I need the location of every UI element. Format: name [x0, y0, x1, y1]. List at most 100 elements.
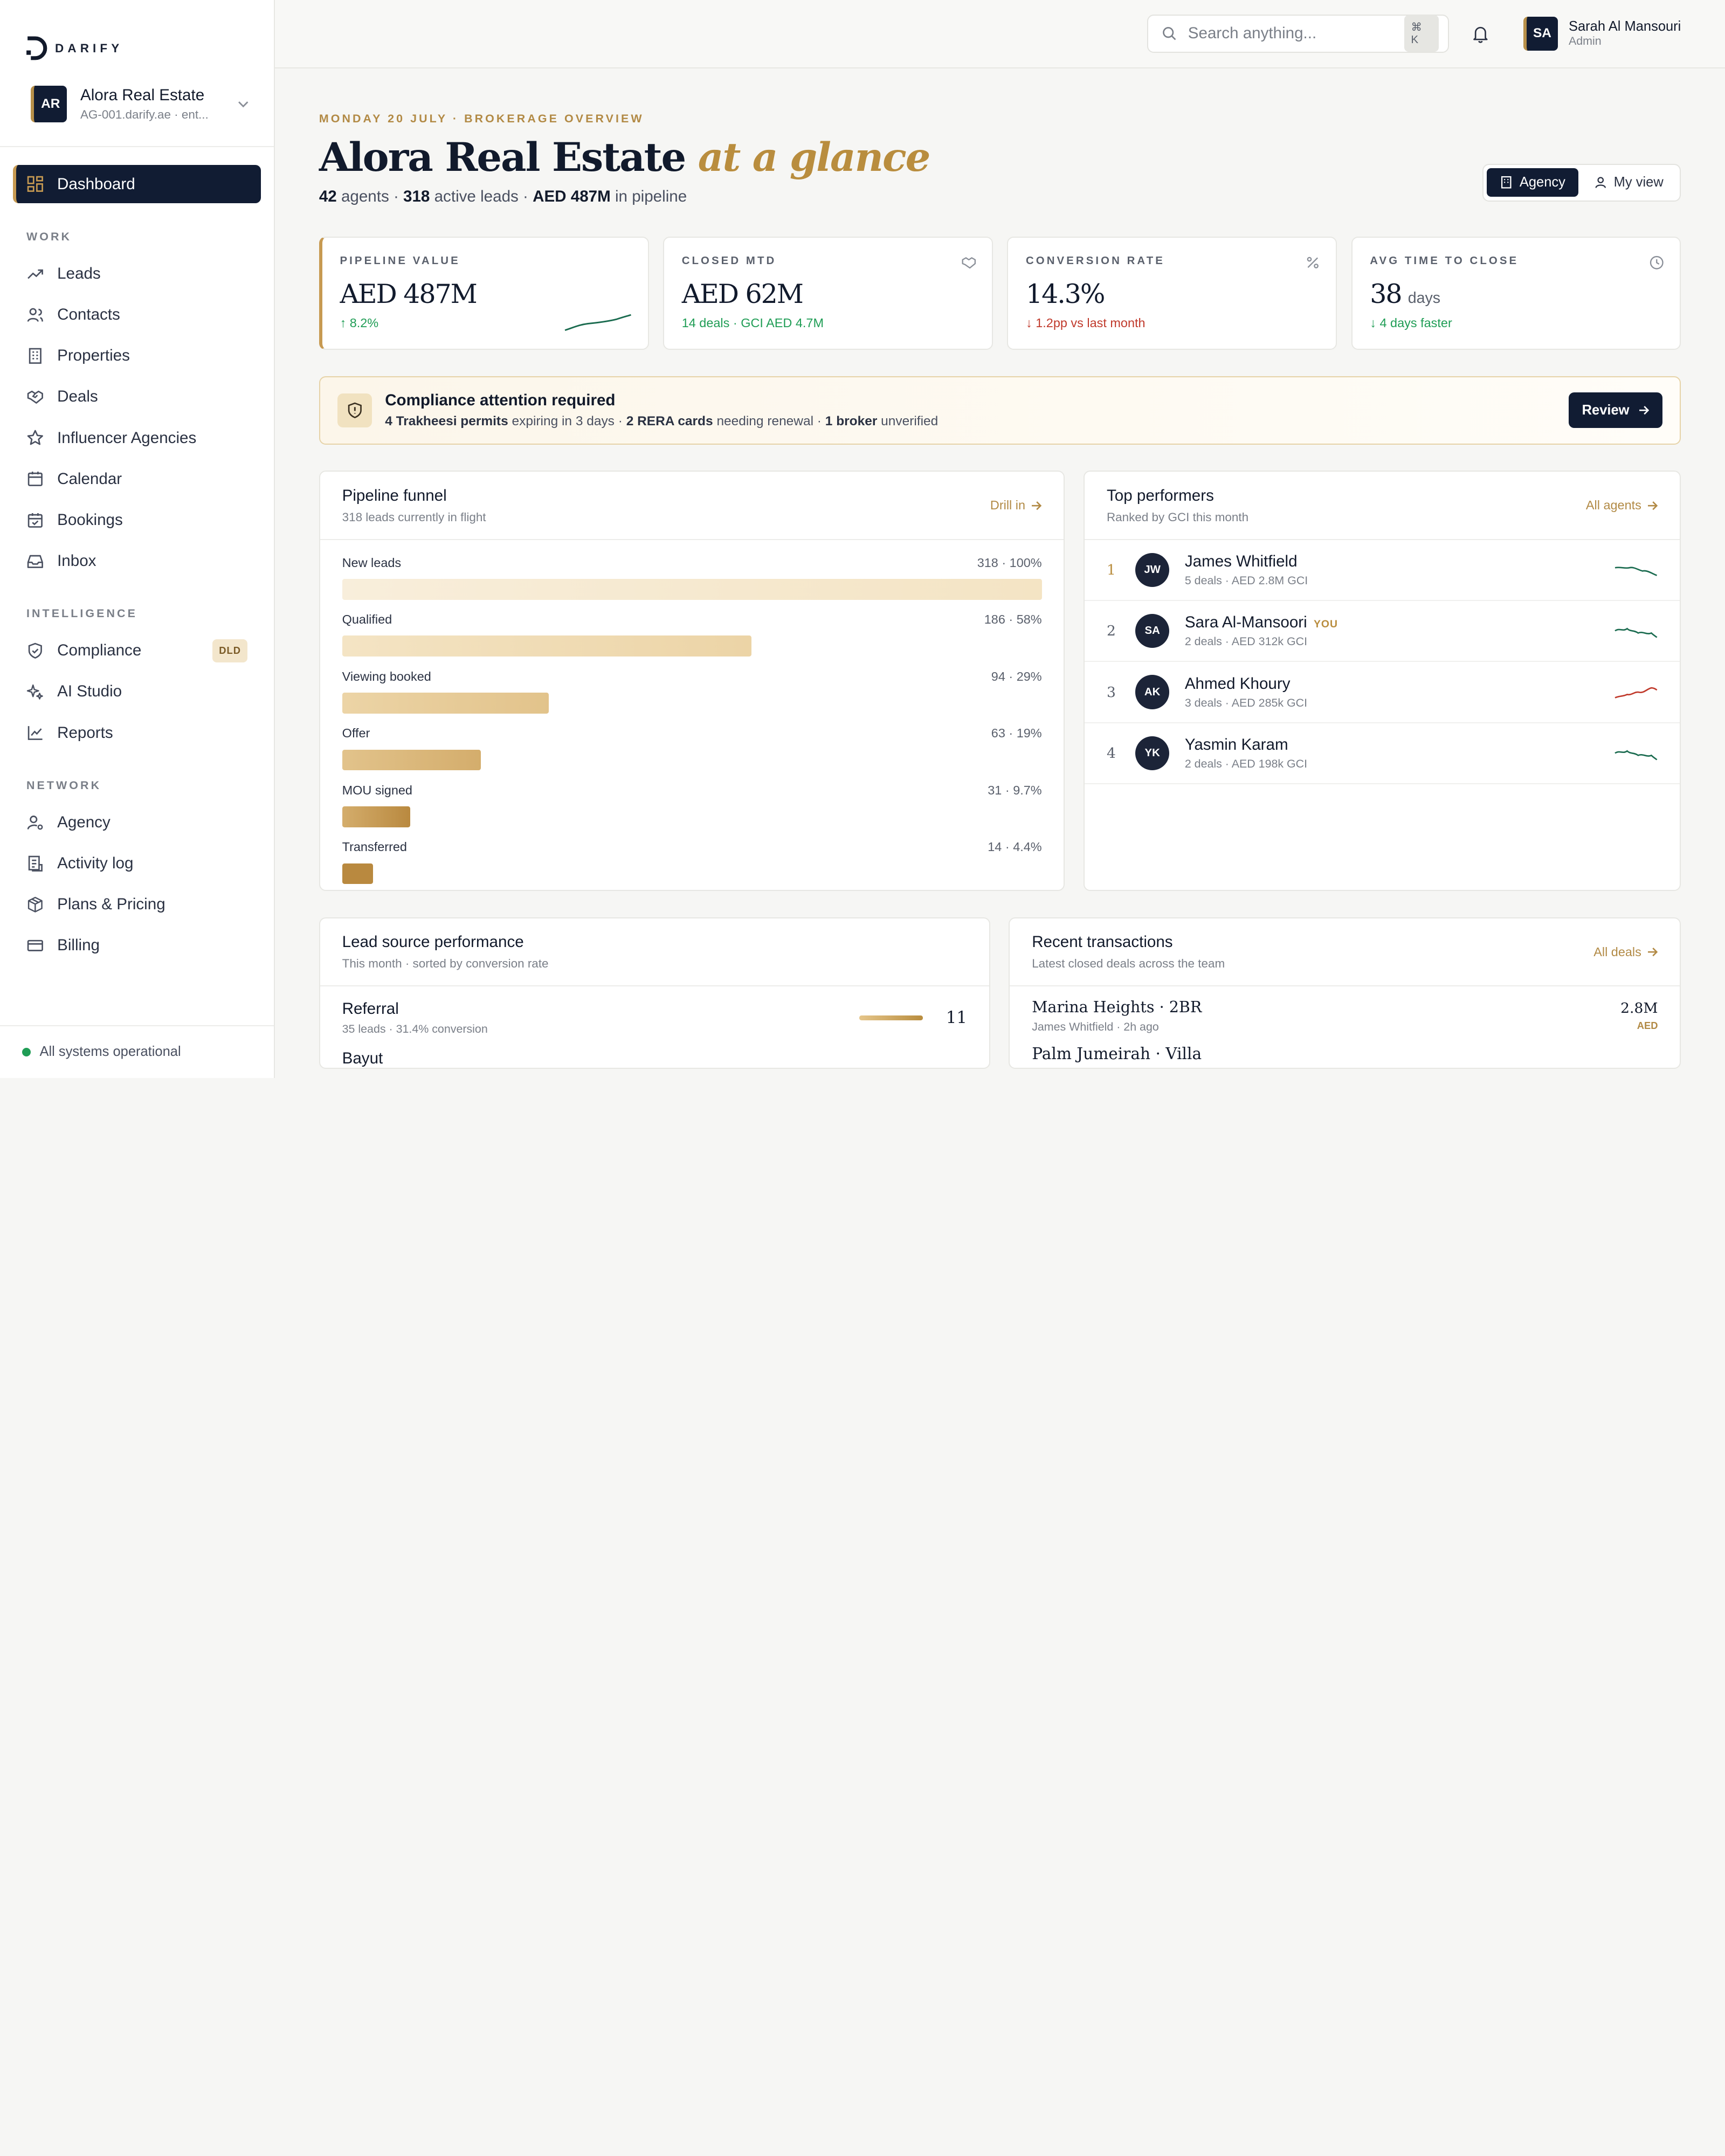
org-avatar: AR	[31, 86, 67, 122]
performer-row[interactable]: 4 YK Yasmin Karam 2 deals · AED 198k GCI	[1085, 723, 1680, 784]
drill-in-link[interactable]: Drill in	[990, 498, 1042, 513]
nav-item-contacts[interactable]: Contacts	[13, 296, 260, 334]
performer-row[interactable]: 1 JW James Whitfield 5 deals · AED 2.8M GCI	[1085, 540, 1680, 602]
user-role: Admin	[1568, 34, 1602, 48]
package-icon	[26, 896, 44, 914]
kpi-pipeline-value[interactable]: PIPELINE VALUE AED 487M ↑ 8.2%	[319, 236, 649, 350]
kpi-value: 14.3%	[1025, 278, 1105, 309]
alert-body: 4 Trakheesi permits expiring in 3 days ·…	[385, 414, 939, 429]
performer-rank: 1	[1106, 562, 1116, 579]
nav-item-activity-log[interactable]: Activity log	[13, 844, 260, 882]
performer-meta: 2 deals · AED 312k GCI	[1184, 635, 1308, 648]
nav-item-plans-pricing[interactable]: Plans & Pricing	[13, 885, 260, 923]
kpi-avg-time-to-close[interactable]: AVG TIME TO CLOSE 38 days ↓ 4 days faster	[1351, 236, 1681, 350]
transaction-amount: 2.8M	[1620, 999, 1658, 1017]
funnel-stage[interactable]: New leads 318 · 100%	[342, 556, 1042, 600]
lead-source-name[interactable]: Bayut	[342, 1049, 383, 1067]
funnel-bar	[342, 692, 549, 714]
nav-item-compliance[interactable]: Compliance DLD	[13, 632, 260, 670]
funnel-stage-value: 31 · 9.7%	[988, 783, 1042, 797]
page-title: Alora Real Estate at a glance	[319, 134, 931, 181]
user-menu[interactable]: SA Sarah Al Mansouri Admin	[1523, 16, 1681, 51]
funnel-stage[interactable]: Offer 63 · 19%	[342, 726, 1042, 771]
all-deals-link[interactable]: All deals	[1593, 945, 1658, 959]
search-icon	[1163, 27, 1176, 40]
brand-logo[interactable]: DARIFY	[0, 0, 274, 75]
nav-item-deals[interactable]: Deals	[13, 378, 260, 416]
funnel-bar	[342, 578, 1042, 600]
lead-source-card: Lead source performance This month · sor…	[319, 917, 990, 1069]
avatar: JW	[1135, 552, 1170, 588]
nav-item-agency[interactable]: Agency	[13, 803, 260, 841]
date-eyebrow: MONDAY 20 JULY · BROKERAGE OVERVIEW	[319, 112, 644, 126]
recent-transactions-card: Recent transactions Latest closed deals …	[1009, 917, 1681, 1069]
performer-name: Ahmed Khoury	[1184, 674, 1291, 693]
funnel-stage-name: MOU signed	[342, 783, 412, 797]
arrow-right-icon	[1032, 501, 1042, 510]
compliance-badge: DLD	[212, 639, 248, 662]
shield-alert-icon	[337, 393, 372, 427]
calendar-check-icon	[26, 512, 44, 529]
compliance-alert: Compliance attention required 4 Trakhees…	[319, 376, 1681, 445]
nav-item-ai-studio[interactable]: AI Studio	[13, 673, 260, 711]
nav-item-reports[interactable]: Reports	[13, 714, 260, 752]
performer-meta: 2 deals · AED 198k GCI	[1184, 757, 1308, 770]
nav-item-billing[interactable]: Billing	[13, 927, 260, 965]
transaction-name[interactable]: Palm Jumeirah · Villa	[1032, 1045, 1202, 1063]
funnel-stage-value: 94 · 29%	[991, 669, 1042, 683]
funnel-stage[interactable]: Viewing booked 94 · 29%	[342, 669, 1042, 714]
nav-item-calendar[interactable]: Calendar	[13, 460, 260, 498]
kpi-value: AED 62M	[681, 278, 804, 309]
nav-section-network: NETWORK	[26, 778, 102, 792]
search-input[interactable]	[1188, 24, 1393, 43]
arrow-right-icon	[1648, 948, 1658, 957]
kpi-closed-mtd[interactable]: CLOSED MTD AED 62M 14 deals · GCI AED 4.…	[663, 236, 993, 350]
users-icon	[26, 306, 44, 324]
nav-label: Bookings	[57, 510, 123, 529]
funnel-stage-value: 318 · 100%	[977, 555, 1042, 570]
card-title: Pipeline funnel	[342, 486, 447, 505]
funnel-stage[interactable]: Transferred 14 · 4.4%	[342, 840, 1042, 884]
handshake-icon	[26, 388, 44, 406]
inbox-icon	[26, 552, 44, 570]
list-item[interactable]: Referral 35 leads · 31.4% conversion 11	[320, 986, 989, 1049]
bell-icon[interactable]	[1471, 24, 1491, 44]
nav-item-dashboard[interactable]: Dashboard	[13, 165, 261, 204]
nav-item-bookings[interactable]: Bookings	[13, 501, 260, 539]
performer-row[interactable]: 2 SA Sara Al-Mansoori YOU 2 deals · AED 312k…	[1085, 601, 1680, 662]
nav-label: Contacts	[57, 306, 120, 324]
nav-item-inbox[interactable]: Inbox	[13, 542, 260, 580]
performer-row[interactable]: 3 AK Ahmed Khoury 3 deals · AED 285k GCI	[1085, 662, 1680, 723]
main-nav: Dashboard WORK Leads Contacts Properties…	[0, 147, 274, 967]
nav-label: Leads	[57, 265, 101, 283]
all-agents-link[interactable]: All agents	[1586, 498, 1658, 513]
lead-source-name: Referral	[342, 999, 399, 1018]
trending-up-icon	[26, 265, 44, 283]
sidebar: DARIFY AR Alora Real Estate AG-001.darif…	[0, 0, 275, 1078]
system-status-text: All systems operational	[39, 1044, 181, 1060]
sparkline-down-icon	[1614, 628, 1658, 639]
funnel-stage[interactable]: MOU signed 31 · 9.7%	[342, 783, 1042, 827]
nav-label: Calendar	[57, 469, 122, 488]
kpi-conversion-rate[interactable]: CONVERSION RATE 14.3% ↓ 1.2pp vs last mo…	[1007, 236, 1337, 350]
card-subtitle: Ranked by GCI this month	[1106, 510, 1249, 524]
search-box[interactable]: ⌘ K	[1147, 14, 1449, 53]
card-subtitle: Latest closed deals across the team	[1032, 957, 1225, 971]
avatar: YK	[1135, 736, 1170, 770]
review-button[interactable]: Review	[1569, 392, 1662, 429]
nav-item-properties[interactable]: Properties	[13, 337, 260, 375]
dashboard-grid-icon	[26, 175, 44, 193]
org-switcher[interactable]: AR Alora Real Estate AG-001.darify.ae · …	[0, 75, 274, 148]
nav-item-influencer-agencies[interactable]: Influencer Agencies	[13, 419, 260, 457]
performers-list: 1 JW James Whitfield 5 deals · AED 2.8M GCI…	[1085, 540, 1680, 890]
funnel-bar	[342, 749, 481, 771]
nav-item-leads[interactable]: Leads	[13, 254, 260, 293]
avatar: AK	[1135, 675, 1170, 709]
percent-icon	[1307, 257, 1319, 269]
funnel-stage-value: 186 · 58%	[984, 612, 1042, 627]
card-title: Lead source performance	[342, 933, 524, 951]
view-toggle-agency[interactable]: Agency	[1486, 168, 1579, 197]
table-row[interactable]: Marina Heights · 2BR James Whitfield · 2…	[1010, 986, 1680, 1045]
view-toggle-my-view[interactable]: My view	[1581, 168, 1676, 197]
funnel-stage[interactable]: Qualified 186 · 58%	[342, 612, 1042, 657]
